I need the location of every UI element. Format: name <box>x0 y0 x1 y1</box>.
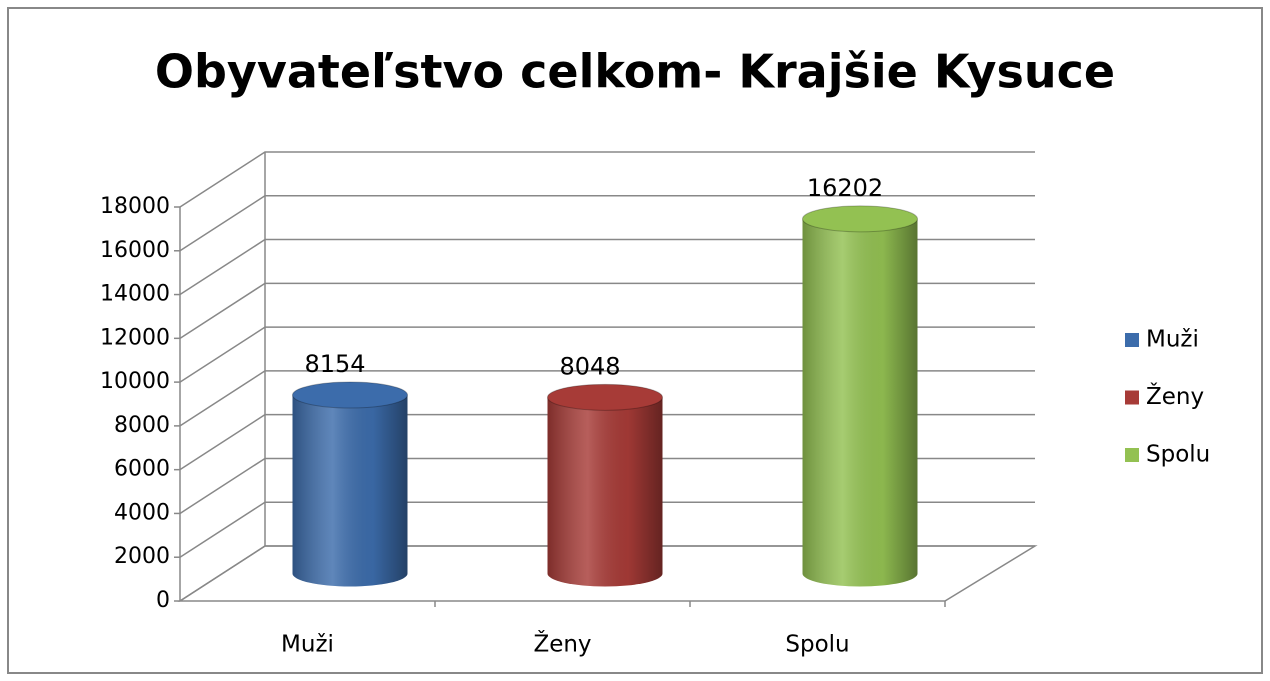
value-label: 16202 <box>807 174 883 202</box>
x-tick-label: Ženy <box>533 630 591 658</box>
bar-shade <box>547 397 663 587</box>
legend-swatch <box>1125 390 1139 405</box>
chart-title: Obyvateľstvo celkom- Krajšie Kysuce <box>155 45 1115 99</box>
grid-line <box>179 413 1035 471</box>
grid-line <box>179 457 1035 515</box>
y-tick-label: 6000 <box>114 457 170 482</box>
bar-shade <box>802 218 918 587</box>
x-tick-label: Muži <box>281 632 334 658</box>
bar-top <box>547 383 663 411</box>
legend-label: Muži <box>1146 327 1199 353</box>
bar-top <box>292 381 408 409</box>
grid-line <box>179 545 1035 602</box>
y-tick-label: 4000 <box>114 500 170 525</box>
y-tick-label: 10000 <box>100 369 170 394</box>
y-tick-label: 0 <box>156 588 170 613</box>
legend-swatch <box>1125 448 1139 462</box>
grid-line <box>179 195 1035 252</box>
y-tick-label: 12000 <box>100 325 170 350</box>
grid-line <box>179 501 1035 558</box>
grid-line <box>179 326 1035 383</box>
grid-line <box>179 238 1035 296</box>
x-tick-label: Spolu <box>785 632 849 658</box>
grid-line <box>179 370 1035 427</box>
bar-shade <box>292 395 408 587</box>
grid-line <box>179 282 1035 339</box>
grid-line <box>179 151 1035 208</box>
y-tick-label: 14000 <box>100 282 170 307</box>
legend-label: Spolu <box>1146 442 1210 468</box>
y-tick-label: 18000 <box>100 194 170 219</box>
bar-top <box>802 205 918 233</box>
y-tick-label: 16000 <box>100 238 170 263</box>
value-label: 8154 <box>304 350 365 378</box>
y-tick-label: 2000 <box>114 544 170 569</box>
legend-label: Ženy <box>1146 382 1204 410</box>
y-tick-label: 8000 <box>114 413 170 438</box>
value-label: 8048 <box>559 352 620 380</box>
legend-swatch <box>1125 333 1139 347</box>
